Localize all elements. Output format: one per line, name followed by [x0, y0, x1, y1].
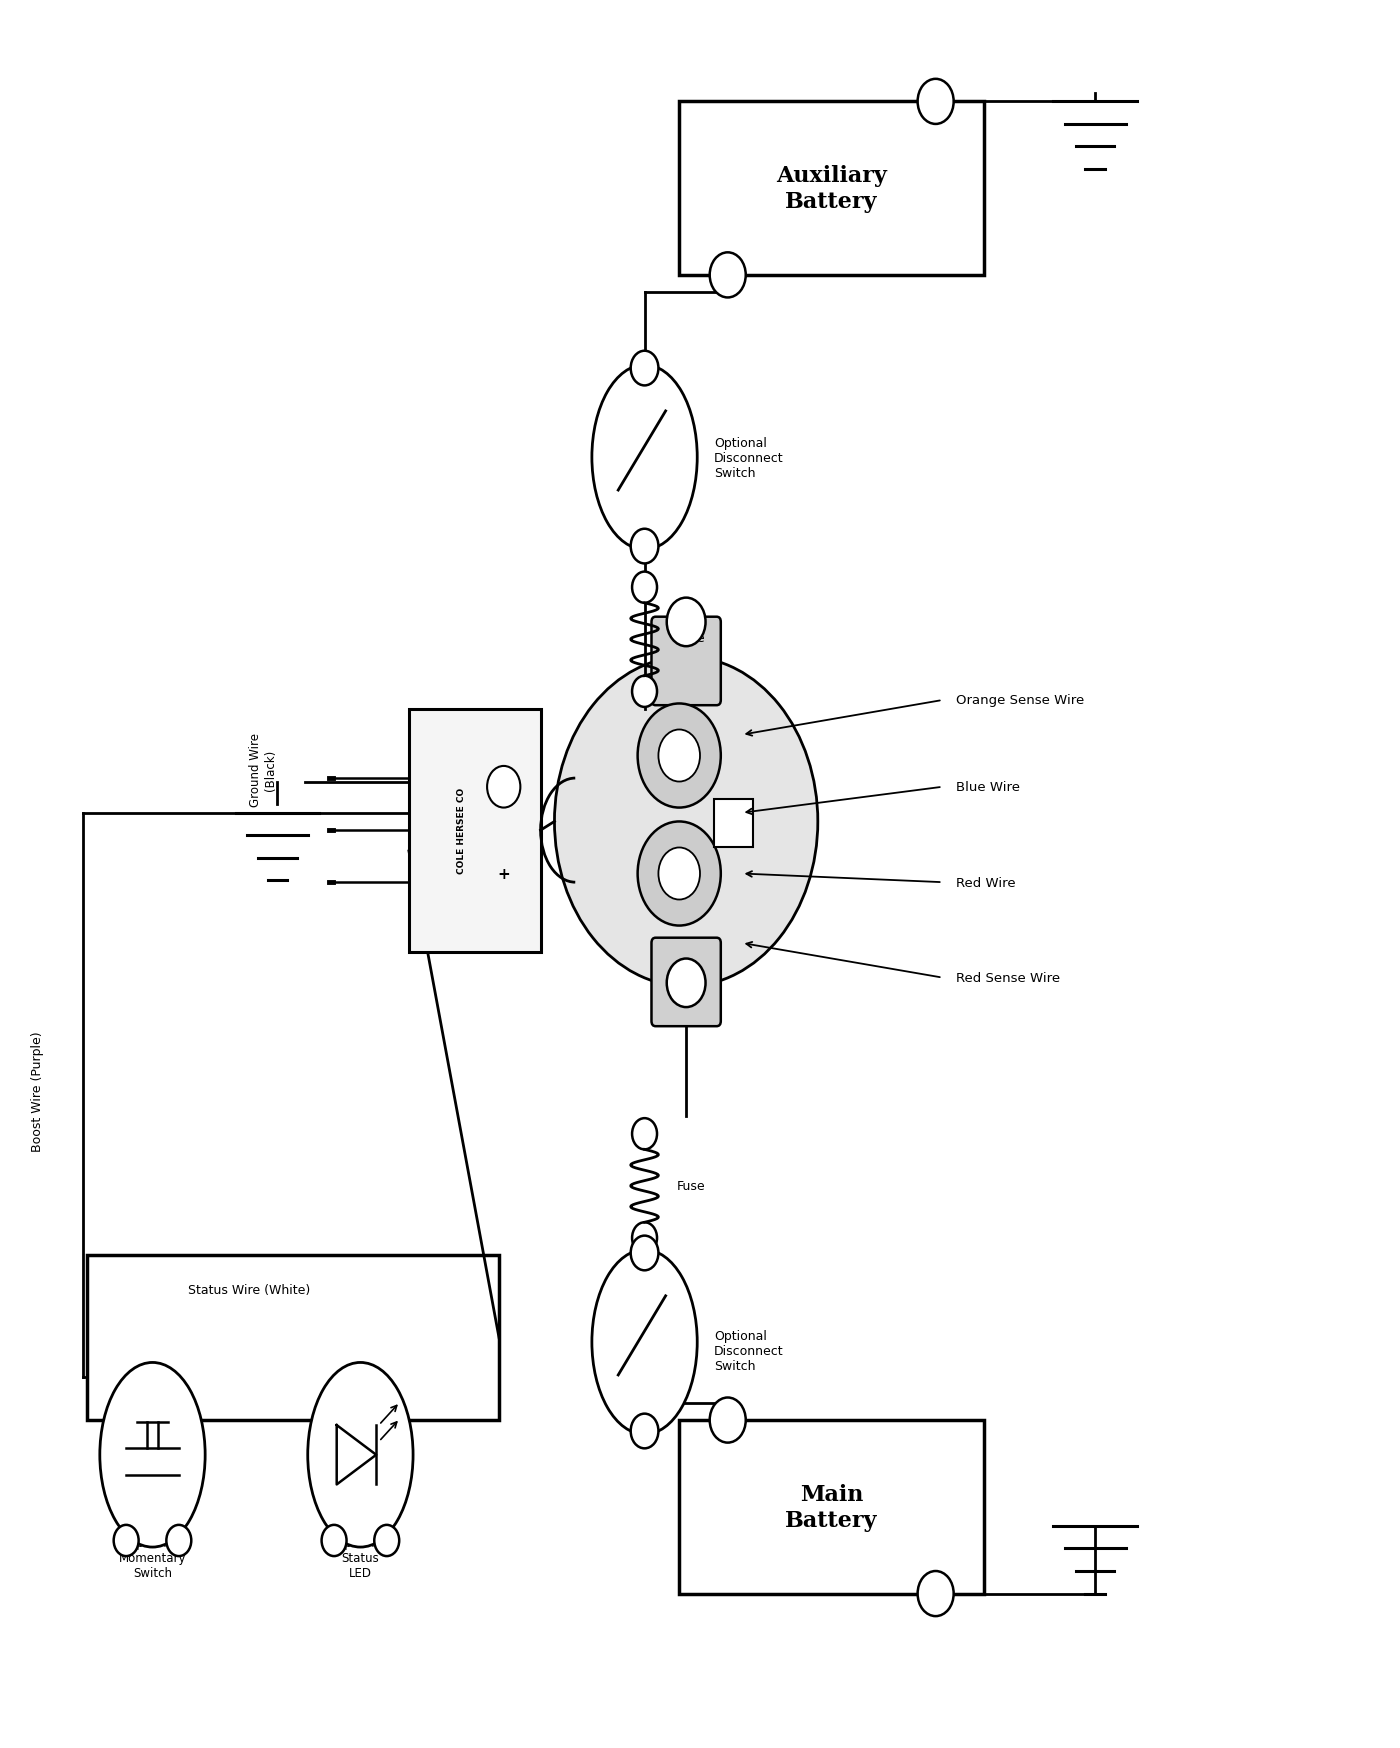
Ellipse shape — [99, 1363, 206, 1547]
Text: Red Wire: Red Wire — [956, 876, 1016, 890]
Text: Optional
Disconnect
Switch: Optional Disconnect Switch — [714, 1330, 784, 1372]
Circle shape — [637, 704, 721, 808]
Circle shape — [637, 822, 721, 926]
Circle shape — [630, 1414, 658, 1449]
Text: Orange Sense Wire: Orange Sense Wire — [956, 694, 1085, 708]
Circle shape — [630, 351, 658, 386]
Circle shape — [554, 657, 818, 986]
Circle shape — [631, 1119, 657, 1150]
FancyBboxPatch shape — [679, 103, 984, 276]
Text: Status Wire (White): Status Wire (White) — [189, 1283, 311, 1297]
FancyBboxPatch shape — [714, 799, 753, 848]
Ellipse shape — [308, 1363, 413, 1547]
Text: Optional
Status
LED: Optional Status LED — [336, 1536, 385, 1580]
FancyBboxPatch shape — [409, 710, 540, 953]
Text: Main
Battery: Main Battery — [785, 1484, 878, 1531]
Circle shape — [666, 960, 706, 1007]
Ellipse shape — [592, 1250, 697, 1435]
Circle shape — [666, 598, 706, 647]
Circle shape — [322, 1524, 347, 1556]
Text: COLE HERSEE CO: COLE HERSEE CO — [456, 788, 466, 874]
Circle shape — [631, 572, 657, 603]
Text: Optional
Disconnect
Switch: Optional Disconnect Switch — [714, 437, 784, 479]
Circle shape — [167, 1524, 192, 1556]
Circle shape — [631, 676, 657, 708]
Text: Auxiliary
Battery: Auxiliary Battery — [776, 166, 888, 213]
Circle shape — [658, 731, 700, 781]
Circle shape — [631, 1222, 657, 1253]
Text: Red Sense Wire: Red Sense Wire — [956, 972, 1061, 984]
Circle shape — [710, 1398, 746, 1442]
FancyBboxPatch shape — [651, 939, 721, 1026]
Circle shape — [113, 1524, 139, 1556]
FancyBboxPatch shape — [87, 1255, 498, 1419]
FancyBboxPatch shape — [651, 617, 721, 706]
Text: Boost Wire (Purple): Boost Wire (Purple) — [31, 1031, 43, 1150]
FancyBboxPatch shape — [679, 1419, 984, 1594]
Text: Fuse: Fuse — [676, 631, 706, 645]
Circle shape — [630, 530, 658, 565]
Circle shape — [917, 1571, 953, 1617]
Circle shape — [374, 1524, 399, 1556]
Circle shape — [630, 1236, 658, 1271]
Circle shape — [487, 766, 521, 808]
Text: Fuse: Fuse — [676, 1180, 706, 1192]
Circle shape — [710, 253, 746, 299]
Text: Blue Wire: Blue Wire — [956, 781, 1021, 794]
Circle shape — [658, 848, 700, 900]
Text: Ground Wire
(Black): Ground Wire (Black) — [249, 732, 277, 808]
Text: Optional
Momentary
Switch: Optional Momentary Switch — [119, 1536, 186, 1580]
Circle shape — [917, 80, 953, 124]
Text: +: + — [497, 867, 510, 881]
Ellipse shape — [592, 365, 697, 551]
